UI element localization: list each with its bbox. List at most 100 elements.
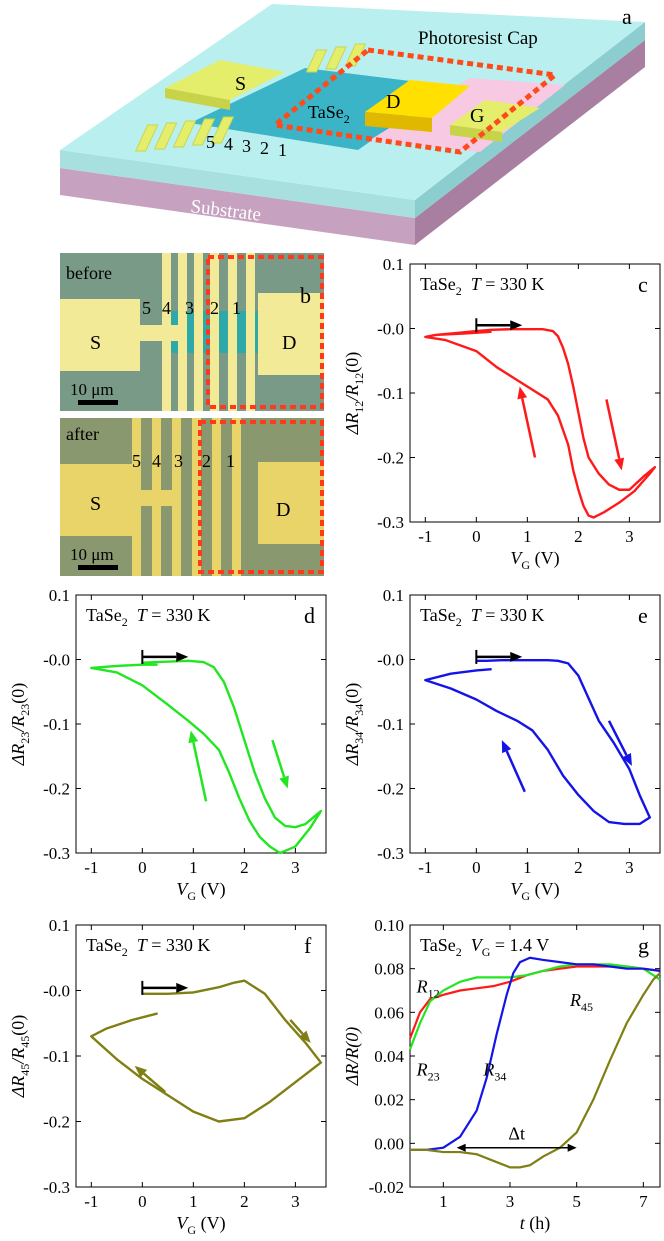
y-axis-label: ΔR34/R34(0) bbox=[342, 683, 366, 767]
plot-frame bbox=[75, 594, 327, 854]
drain-label: D bbox=[386, 91, 400, 113]
x-tick-label: 1 bbox=[439, 1192, 448, 1211]
after-tag: after bbox=[66, 424, 99, 444]
y-axis-label: ΔR45/R45(0) bbox=[8, 1015, 32, 1099]
sweep-start-arrow-head bbox=[510, 651, 523, 662]
svg-text:1: 1 bbox=[226, 451, 235, 471]
after-scale-text: 10 μm bbox=[70, 545, 114, 564]
y-tick-label: -0.3 bbox=[43, 1178, 70, 1197]
drain-pad-side bbox=[365, 112, 432, 132]
panel-b-after: after 5 4 3 2 1 S D 10 μm bbox=[60, 418, 324, 576]
voltage-probes bbox=[134, 43, 367, 152]
y-tick-label: -0.1 bbox=[377, 715, 404, 734]
before-d-label: D bbox=[282, 332, 296, 354]
panel-letter: c bbox=[638, 272, 648, 297]
svg-text:1: 1 bbox=[232, 298, 241, 318]
sweep-direction-arrow bbox=[605, 399, 621, 459]
before-tag: before bbox=[66, 263, 112, 283]
x-axis-label: VG (V) bbox=[510, 548, 559, 572]
y-tick-label: 0.08 bbox=[374, 960, 404, 979]
sweep-direction-arrow bbox=[607, 720, 628, 756]
before-scale-bar bbox=[78, 400, 118, 405]
substrate-side-front bbox=[60, 168, 415, 245]
chart-title: TaSe2 T = 330 K bbox=[86, 935, 210, 959]
label-r23: R23 bbox=[416, 1060, 440, 1084]
x-tick-label: 2 bbox=[240, 1192, 249, 1211]
sweep-start-arrow-head bbox=[510, 320, 523, 331]
x-tick-label: 0 bbox=[472, 858, 481, 877]
after-numbers: 5 4 3 2 1 bbox=[132, 451, 235, 471]
x-tick-label: 3 bbox=[291, 858, 300, 877]
x-tick-label: 1 bbox=[189, 858, 198, 877]
svg-text:2: 2 bbox=[210, 298, 219, 318]
hysteresis-loop bbox=[424, 327, 657, 519]
source-label: S bbox=[235, 73, 246, 95]
y-tick-label: 0.00 bbox=[374, 1134, 404, 1153]
panel-b-before: before b 5 4 3 2 1 S D 10 μm bbox=[60, 253, 324, 411]
y-tick-label: -0.2 bbox=[43, 780, 70, 799]
y-tick-label: 0.06 bbox=[374, 1003, 404, 1022]
chart-title: TaSe2 T = 330 K bbox=[420, 605, 544, 629]
svg-text:5: 5 bbox=[206, 132, 215, 152]
svg-text:2: 2 bbox=[202, 451, 211, 471]
y-tick-label: 0.1 bbox=[49, 916, 70, 935]
sweep-direction-arrow bbox=[142, 1072, 167, 1093]
x-tick-label: 2 bbox=[574, 858, 583, 877]
before-s-label: S bbox=[90, 332, 101, 354]
plot-frame bbox=[409, 924, 661, 1188]
x-tick-label: 3 bbox=[625, 527, 634, 546]
svg-text:2: 2 bbox=[260, 138, 269, 158]
svg-text:3: 3 bbox=[242, 136, 251, 156]
after-scale-bar bbox=[78, 565, 118, 570]
y-tick-label: 0.04 bbox=[374, 1047, 404, 1066]
sweep-direction-arrow bbox=[505, 750, 526, 793]
svg-text:3: 3 bbox=[174, 451, 183, 471]
x-axis-label: VG (V) bbox=[510, 879, 559, 903]
sweep-direction-arrow-head bbox=[501, 740, 512, 754]
svg-text:3: 3 bbox=[185, 298, 194, 318]
x-axis-label: VG (V) bbox=[176, 879, 225, 903]
hysteresis-loop bbox=[424, 658, 651, 826]
series-r23 bbox=[408, 963, 661, 1050]
delta-t-head-left bbox=[456, 1143, 466, 1152]
sweep-direction-arrow bbox=[192, 741, 208, 802]
svg-text:1: 1 bbox=[278, 140, 287, 160]
panel-letter: e bbox=[638, 603, 648, 628]
x-tick-label: 2 bbox=[240, 858, 249, 877]
hysteresis-loop bbox=[90, 659, 323, 855]
series-r45 bbox=[410, 972, 661, 1169]
y-tick-label: 0.1 bbox=[383, 586, 404, 605]
material-label: TaSe2 bbox=[308, 102, 350, 126]
y-tick-label: -0.1 bbox=[43, 715, 70, 734]
y-tick-label: -0.0 bbox=[377, 320, 404, 339]
sweep-start-arrow-head bbox=[176, 651, 189, 662]
y-tick-label: -0.0 bbox=[377, 651, 404, 670]
svg-text:5: 5 bbox=[142, 298, 151, 318]
x-tick-label: 1 bbox=[189, 1192, 198, 1211]
sweep-direction-arrow-head bbox=[188, 730, 199, 744]
y-tick-label: 0.1 bbox=[383, 255, 404, 274]
series-r34 bbox=[410, 956, 661, 1151]
y-tick-label: -0.3 bbox=[43, 844, 70, 863]
y-tick-label: -0.3 bbox=[377, 844, 404, 863]
hysteresis-loop bbox=[90, 979, 323, 1123]
series-r12 bbox=[408, 965, 661, 1039]
y-tick-label: -0.0 bbox=[43, 651, 70, 670]
sweep-direction-arrow-head bbox=[517, 386, 528, 400]
svg-text:5: 5 bbox=[132, 451, 141, 471]
sweep-direction-arrow bbox=[521, 398, 537, 458]
y-axis-label: ΔR12/R12(0) bbox=[342, 352, 366, 436]
x-tick-label: 1 bbox=[523, 858, 532, 877]
sweep-direction-arrow bbox=[289, 1019, 304, 1035]
x-tick-label: 7 bbox=[639, 1192, 648, 1211]
sweep-direction-arrow-head bbox=[279, 775, 289, 789]
panel-a-letter: a bbox=[622, 4, 632, 29]
x-tick-label: -1 bbox=[84, 858, 98, 877]
x-tick-label: 0 bbox=[472, 527, 481, 546]
x-tick-label: 3 bbox=[625, 858, 634, 877]
label-r45: R45 bbox=[569, 990, 593, 1014]
x-tick-label: 2 bbox=[574, 527, 583, 546]
x-tick-label: 0 bbox=[138, 1192, 147, 1211]
substrate-side-right bbox=[415, 40, 645, 245]
photoresist-cap-label: Photoresist Cap bbox=[418, 28, 538, 49]
